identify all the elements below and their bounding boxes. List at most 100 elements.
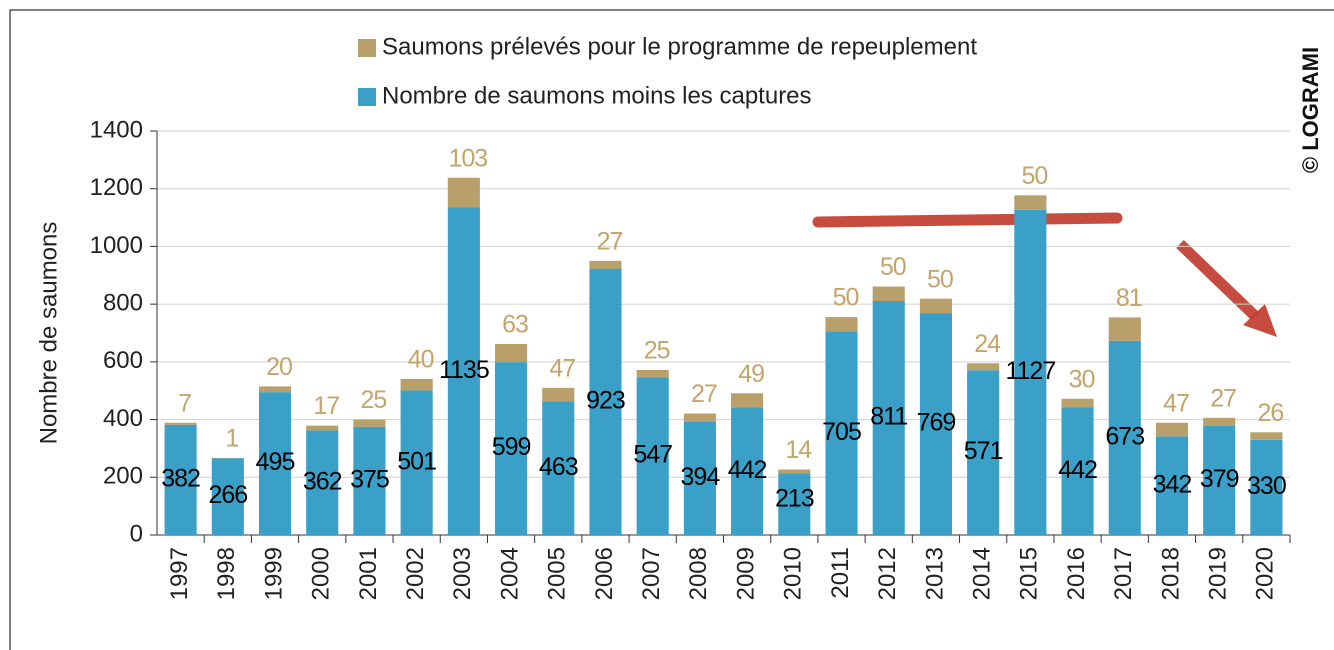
x-tick-label: 2014 [968, 547, 995, 600]
bar-segment [1155, 422, 1189, 437]
bar-segment [1108, 340, 1141, 535]
value-label: 442 [728, 456, 767, 484]
bar-segment [967, 370, 1000, 535]
x-tick-label: 2006 [591, 547, 618, 600]
value-label: 705 [822, 418, 861, 446]
bar-segment [495, 362, 528, 535]
bar-segment [447, 207, 480, 535]
legend-swatch [358, 39, 376, 57]
value-label: 673 [1105, 423, 1144, 451]
x-tick-label: 2007 [638, 547, 665, 600]
bar-segment [1061, 398, 1094, 408]
value-label-top: 24 [974, 330, 1001, 358]
bar-segment [306, 430, 339, 535]
x-tick-label: 2013 [921, 547, 948, 600]
legend-label: Nombre de saumons moins les captures [382, 82, 812, 109]
value-label: 342 [1153, 470, 1192, 498]
bar-segment [1250, 432, 1283, 440]
value-label-top: 27 [597, 227, 623, 255]
value-label-top: 25 [361, 386, 387, 414]
value-label-top: 25 [644, 337, 670, 365]
bar-segment [258, 386, 292, 393]
value-label: 769 [917, 409, 956, 437]
bar-segment [1061, 407, 1094, 535]
value-label-top: 47 [549, 354, 575, 382]
bar-segment [1155, 436, 1189, 535]
x-tick-label: 2004 [496, 547, 523, 600]
y-tick-label: 1400 [90, 116, 143, 143]
bar-segment [683, 421, 716, 535]
bar-segment [1014, 195, 1047, 210]
value-label-top: 40 [408, 345, 434, 373]
x-tick-label: 2001 [355, 547, 382, 600]
value-label-top: 1 [225, 425, 238, 453]
bar-segment [495, 343, 528, 363]
x-tick-label: 2002 [402, 547, 429, 600]
credit: © LOGRAMI [1298, 47, 1323, 173]
value-label: 495 [256, 448, 295, 476]
y-tick-label: 200 [103, 463, 143, 490]
value-label: 394 [681, 463, 721, 491]
x-tick-label: 2015 [1016, 547, 1043, 600]
bar-segment [731, 407, 764, 535]
value-label: 599 [492, 433, 531, 461]
bar-segment [542, 387, 575, 402]
bar-segment [825, 331, 858, 535]
value-label-top: 27 [1210, 384, 1236, 412]
bar-segment [258, 392, 292, 535]
value-label: 379 [1200, 465, 1239, 493]
x-tick-label: 2019 [1205, 547, 1232, 600]
x-tick-label: 2020 [1252, 547, 1279, 600]
value-label-top: 26 [1257, 399, 1283, 427]
bar-segment [447, 177, 480, 208]
bar-segment [589, 268, 622, 535]
value-label-top: 50 [880, 253, 906, 281]
value-label-top: 63 [502, 311, 528, 339]
bar-segment [164, 422, 197, 425]
value-label-top: 81 [1116, 284, 1142, 312]
x-tick-label: 1998 [213, 547, 240, 600]
value-label-top: 20 [266, 353, 292, 381]
bar-segment [400, 390, 433, 535]
bar-segment [872, 300, 905, 535]
value-label-top: 50 [833, 284, 859, 312]
legend-swatch [358, 88, 376, 106]
bar-segment [919, 298, 952, 314]
y-tick-label: 1200 [90, 174, 143, 201]
annotation-arrow-head [1243, 304, 1277, 337]
x-tick-label: 2017 [1110, 547, 1137, 600]
value-label-top: 14 [785, 436, 812, 464]
bar-segment [400, 378, 433, 391]
bar-segment [1014, 209, 1047, 535]
x-tick-label: 2011 [827, 547, 854, 599]
bar-segment [589, 260, 622, 269]
bar-segment [353, 426, 386, 535]
bar-segment [211, 458, 244, 535]
value-label: 1127 [1005, 357, 1055, 385]
bar-segment [683, 413, 716, 422]
x-tick-label: 2003 [449, 547, 476, 600]
value-label: 923 [586, 386, 625, 414]
annotation-arrow [1176, 240, 1259, 320]
x-tick-label: 2012 [874, 547, 901, 600]
bar-segment [825, 317, 858, 332]
bar-segment [1203, 417, 1236, 426]
legend-label: Saumons prélevés pour le programme de re… [382, 33, 977, 60]
value-label: 1135 [439, 356, 489, 384]
bar-segment [731, 393, 764, 408]
bar-segment [967, 363, 1000, 371]
annotation-line [812, 212, 1123, 228]
y-tick-label: 800 [103, 289, 143, 316]
value-label: 375 [350, 466, 389, 494]
value-label: 501 [397, 447, 436, 475]
x-tick-label: 2016 [1063, 547, 1090, 600]
value-label-top: 103 [448, 144, 487, 172]
frame [9, 9, 1334, 650]
value-label: 463 [539, 453, 578, 481]
bar-segment [919, 313, 952, 535]
x-tick-label: 2010 [780, 547, 807, 600]
bar-segment [778, 469, 811, 474]
x-tick-label: 2005 [544, 547, 571, 600]
y-tick-label: 1000 [90, 232, 143, 259]
bar-segment [353, 419, 386, 427]
